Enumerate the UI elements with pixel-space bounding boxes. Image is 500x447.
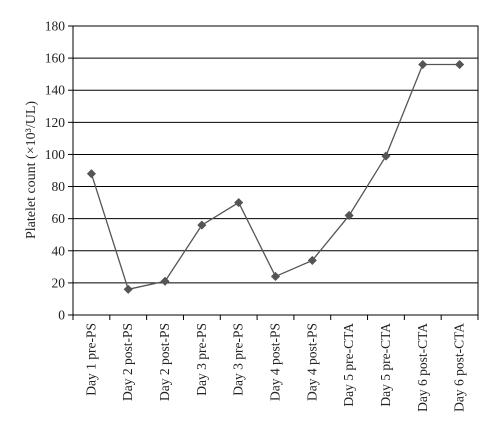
y-tick-label: 60 [52, 211, 66, 226]
x-tick-label: Day 5 pre-CTA [341, 323, 356, 407]
series-line [90, 63, 460, 291]
y-tick-label: 120 [45, 115, 66, 130]
x-tick-label: Day 4 post-PS [304, 323, 319, 401]
data-point [270, 271, 281, 282]
data-point [307, 255, 317, 266]
data-point [123, 284, 133, 294]
y-tick-label: 180 [45, 19, 66, 34]
x-tick-label: Day 5 pre-CTA [378, 323, 393, 407]
y-tick-label: 100 [45, 147, 66, 162]
x-tick-label: Day 1 pre-PS [83, 323, 98, 396]
x-tick-label: Day 3 pre-PS [194, 323, 209, 396]
plot-frame [72, 25, 479, 316]
data-point [381, 151, 391, 161]
grid-lines [73, 25, 478, 284]
y-tick-label: 40 [52, 243, 66, 258]
data-point [344, 210, 354, 221]
data-point [160, 276, 170, 286]
x-tick-label: Day 2 post-PS [157, 323, 172, 401]
y-tick-label: 80 [52, 179, 66, 194]
data-series [86, 59, 465, 294]
x-tick-label: Day 3 pre-PS [231, 323, 246, 396]
y-tick-label: 20 [52, 275, 66, 290]
x-tick-label: Day 2 post-PS [120, 323, 135, 401]
data-point [418, 59, 428, 70]
y-tick-label: 160 [45, 51, 66, 66]
data-point [197, 220, 207, 230]
x-tick-label: Day 6 post-CTA [452, 323, 467, 412]
data-point [454, 59, 465, 70]
x-tick-label: Day 6 post-CTA [415, 323, 430, 412]
x-tick-label: Day 4 post-PS [268, 323, 283, 401]
tick-labels: 0 20 40 60 80 100 120 140 160 180 Day 1 pre-PS Day … [45, 19, 467, 412]
y-tick-label: 140 [45, 83, 66, 98]
y-tick-label: 0 [58, 308, 65, 323]
y-axis-title: Platelet count (×10³/UL) [24, 101, 39, 239]
axes [68, 25, 479, 320]
data-point [86, 169, 97, 179]
data-point [234, 197, 244, 208]
